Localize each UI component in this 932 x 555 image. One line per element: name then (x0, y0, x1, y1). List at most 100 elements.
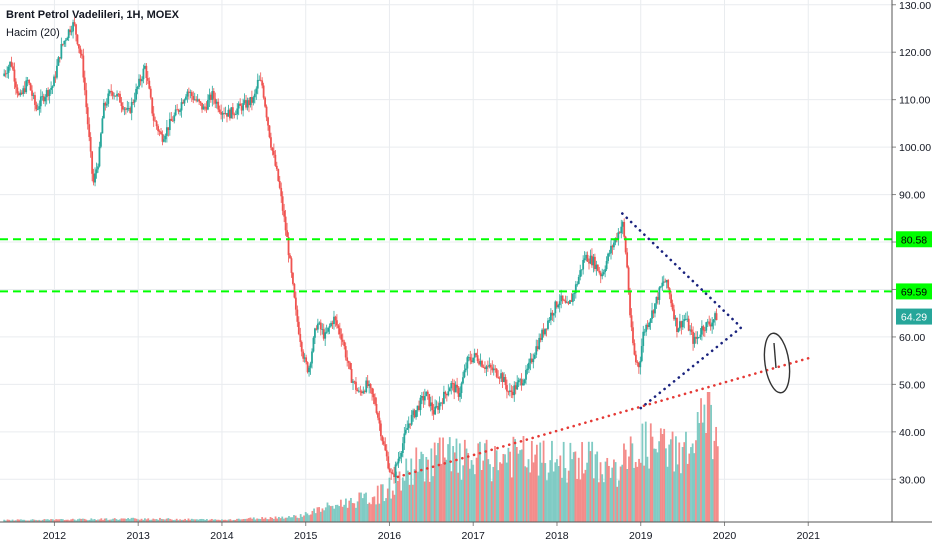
trendline-support (396, 356, 810, 479)
volume-bar (586, 462, 589, 522)
candle-body (346, 357, 349, 361)
volume-bar (500, 463, 503, 522)
candle-body (13, 69, 16, 82)
volume-bar (219, 520, 222, 522)
volume-bar (53, 520, 56, 522)
volume-bar (602, 482, 605, 522)
candle-body (605, 260, 608, 270)
candle-body (437, 406, 439, 410)
candle-body (268, 125, 271, 138)
volume-bar (487, 459, 490, 522)
candle-body (369, 384, 372, 389)
volume-bar (159, 517, 161, 522)
candle-body (693, 336, 696, 344)
candle-body (82, 55, 85, 78)
candle-body (256, 79, 259, 89)
candle-body (548, 320, 551, 321)
candle-body (413, 410, 416, 418)
candle-body (67, 29, 70, 38)
volume-bar (535, 444, 538, 522)
candle-body (54, 76, 57, 78)
candle-body (583, 258, 586, 260)
candle-body (97, 166, 99, 170)
volume-bar (601, 474, 604, 522)
volume-bar (70, 519, 73, 522)
volume-bar (169, 518, 171, 522)
volume-bar (668, 444, 671, 522)
candle-body (202, 106, 205, 110)
candle-body (421, 396, 423, 398)
candle-body (457, 387, 460, 397)
candle-body (289, 255, 291, 259)
volume-bar (490, 481, 493, 522)
candle-body (555, 301, 558, 308)
candle-body (699, 334, 702, 337)
volume-bar (360, 492, 362, 522)
x-tick-label: 2020 (713, 530, 737, 542)
volume-bar (130, 517, 133, 522)
candle-body (250, 96, 253, 103)
volume-bar (482, 460, 485, 522)
volume-bar (681, 447, 684, 522)
candle-body (640, 345, 643, 362)
candle-body (170, 118, 173, 121)
volume-bar (21, 519, 24, 522)
volume-bar (562, 441, 565, 522)
candle-body (374, 397, 376, 404)
candle-body (463, 370, 466, 378)
volume-bar (688, 453, 691, 522)
candle-body (100, 133, 102, 147)
volume-bar (644, 421, 647, 522)
candle-body (400, 453, 403, 457)
candle-body (312, 337, 315, 352)
x-tick-label: 2014 (210, 530, 234, 542)
candle-body (212, 91, 215, 99)
candle-body (165, 127, 168, 136)
volume-bar (341, 506, 344, 522)
candle-body (618, 232, 621, 234)
candle-body (158, 131, 161, 132)
candle-body (510, 390, 513, 392)
candle-body (242, 103, 245, 111)
candle-body (470, 360, 473, 363)
volume-bar (128, 519, 131, 522)
volume-bar (329, 506, 332, 522)
volume-bar (705, 433, 707, 522)
candle-body (545, 328, 548, 330)
volume-bar (646, 456, 649, 522)
candle-body (432, 410, 435, 415)
volume-bar (465, 448, 468, 522)
candle-body (673, 309, 675, 320)
volume-bar (497, 470, 500, 522)
candle-body (306, 362, 309, 373)
volume-bar (224, 519, 227, 522)
volume-bar (304, 512, 307, 522)
volume-bar (30, 519, 32, 522)
volume-bar (361, 498, 364, 522)
candle-body (677, 328, 680, 332)
candle-body (155, 121, 158, 127)
volume-bar (619, 466, 622, 522)
volume-bar (56, 519, 59, 522)
volume-bar (541, 462, 543, 522)
volume-bar (355, 507, 357, 522)
candle-body (428, 394, 431, 407)
candle-body (407, 423, 410, 428)
candle-body (659, 286, 662, 288)
volume-bar (453, 452, 456, 522)
candle-body (700, 326, 703, 335)
volume-bar (125, 519, 128, 522)
volume-bar (25, 520, 27, 522)
volume-bar (596, 451, 599, 522)
candle-body (593, 256, 596, 270)
candle-body (557, 305, 560, 308)
candle-body (366, 380, 369, 387)
candle-body (143, 65, 146, 69)
candle-body (406, 427, 409, 430)
volume-bar (36, 520, 39, 522)
candle-body (538, 337, 541, 350)
candle-body (220, 111, 223, 115)
candle-body (60, 44, 63, 59)
volume-bar (393, 494, 396, 522)
candle-body (290, 258, 293, 273)
